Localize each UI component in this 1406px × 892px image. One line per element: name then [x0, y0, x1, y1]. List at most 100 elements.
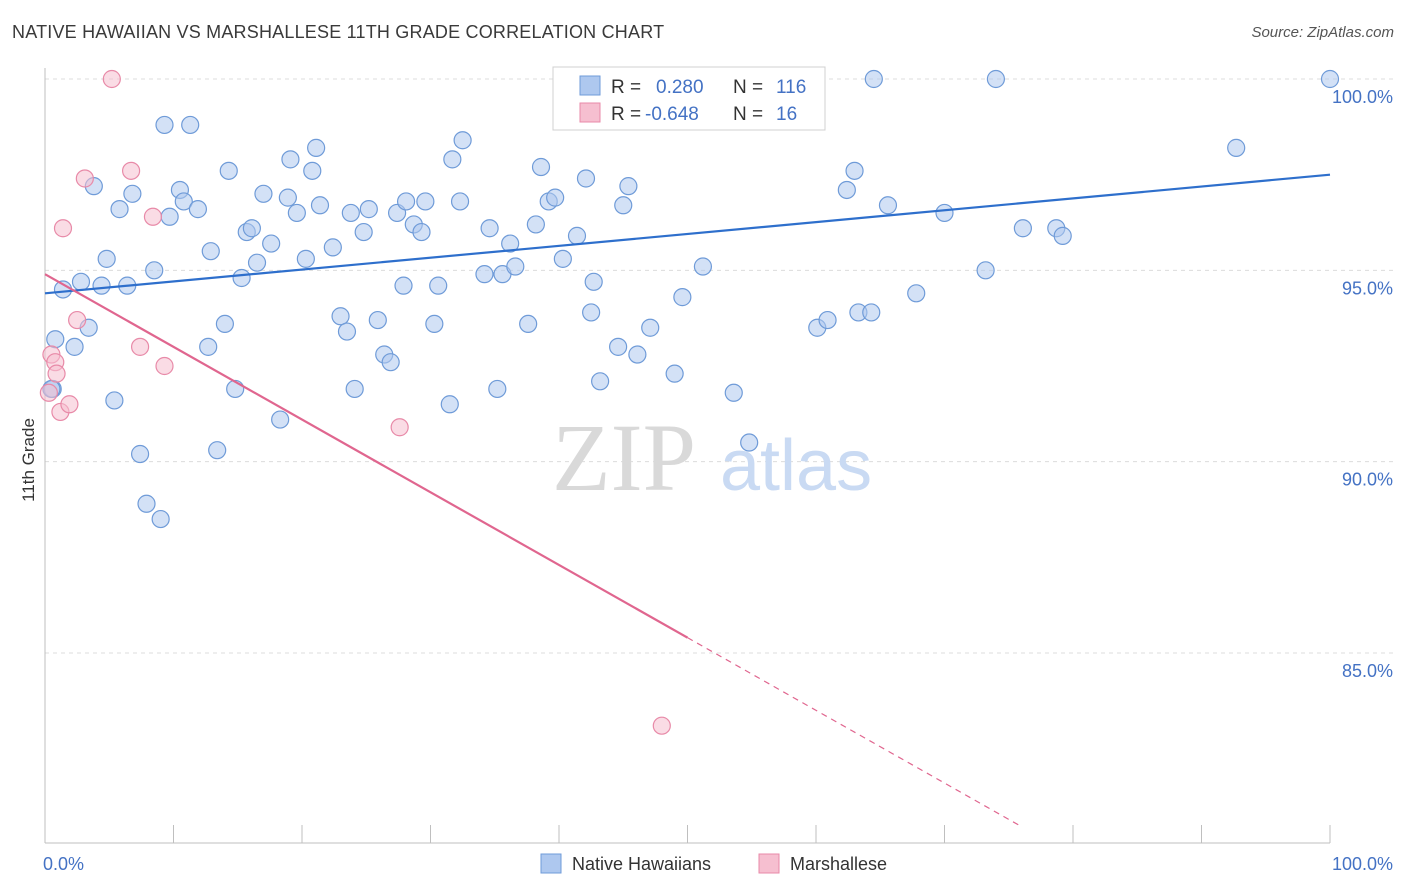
native-hawaiian-point-102	[1013, 219, 1032, 238]
native-hawaiian-point-38	[287, 203, 306, 223]
native-hawaiian-point-106	[1320, 69, 1340, 89]
native-hawaiian-point-81	[591, 372, 610, 391]
stats-legend-swatch-blue	[579, 75, 601, 96]
marshallese-point-15	[652, 716, 671, 735]
native-hawaiian-point-21	[181, 115, 200, 135]
native-hawaiian-point-64	[453, 131, 472, 150]
native-hawaiian-point-91	[740, 433, 759, 452]
native-hawaiian-point-25	[208, 441, 227, 460]
native-hawaiian-point-82	[609, 337, 628, 356]
stats-legend-r-label-blue: R =	[611, 77, 641, 98]
native-hawaiian-point-18	[160, 207, 179, 226]
y-tick-label-0: 85.0%	[1342, 661, 1393, 681]
marshallese-point-14	[390, 418, 409, 437]
marshallese-point-7	[68, 310, 87, 330]
native-hawaiian-point-9	[105, 391, 124, 410]
native-hawaiian-point-54	[394, 276, 413, 295]
stats-legend-n-label-pink: N =	[733, 104, 763, 125]
bottom-legend-swatch-blue	[540, 853, 562, 874]
native-hawaiian-point-99	[907, 284, 926, 303]
native-hawaiian-point-39	[296, 249, 315, 268]
native-hawaiian-point-97	[862, 303, 881, 322]
marshallese-point-8	[75, 169, 94, 188]
native-hawaiian-point-14	[137, 494, 156, 513]
native-hawaiian-point-22	[188, 200, 208, 219]
x-tick-label-1: 100.0%	[1332, 854, 1393, 874]
native-hawaiian-point-71	[519, 314, 538, 334]
marshallese-point-10	[121, 161, 141, 180]
native-hawaiian-point-29	[232, 268, 251, 288]
y-tick-label-3: 100.0%	[1332, 87, 1393, 107]
native-hawaiian-point-15	[145, 261, 164, 280]
native-hawaiian-point-33	[254, 184, 273, 203]
stats-legend-r-label-pink: R =	[611, 104, 641, 125]
y-tick-label-2: 95.0%	[1342, 278, 1393, 298]
y-tick-label-1: 90.0%	[1342, 470, 1393, 490]
marshallese-point-12	[143, 207, 163, 226]
bottom-legend-label-pink: Marshallese	[790, 854, 887, 874]
native-hawaiian-point-46	[341, 203, 360, 223]
watermark-zip: ZIP	[552, 404, 696, 511]
native-hawaiian-point-67	[488, 379, 507, 399]
native-hawaiian-point-107	[864, 69, 883, 89]
native-hawaiian-point-16	[151, 509, 170, 529]
native-hawaiian-point-66	[480, 219, 499, 238]
native-hawaiian-point-27	[219, 161, 238, 180]
native-hawaiian-point-37	[281, 150, 300, 169]
native-hawaiian-point-36	[278, 188, 297, 207]
native-hawaiian-point-101	[976, 261, 995, 280]
marshallese-point-5	[53, 219, 73, 238]
native-hawaiian-point-78	[576, 169, 596, 188]
native-hawaiian-point-61	[440, 395, 459, 414]
native-hawaiian-point-41	[307, 138, 326, 157]
native-hawaiian-point-48	[354, 222, 373, 242]
native-hawaiian-point-24	[201, 242, 220, 261]
native-hawaiian-point-72	[526, 215, 545, 234]
axes	[44, 68, 1331, 844]
native-hawaiian-point-44	[331, 307, 350, 326]
native-hawaiian-point-20	[174, 192, 193, 211]
marshallese-point-0	[39, 383, 58, 402]
native-hawaiian-point-55	[396, 192, 416, 211]
native-hawaiian-point-63	[450, 192, 470, 211]
native-hawaiian-trend-line	[44, 173, 1331, 295]
stats-legend-n-value-pink: 16	[776, 104, 797, 125]
native-hawaiian-point-1	[46, 330, 65, 349]
native-hawaiian-point-52	[381, 353, 400, 372]
native-hawaiian-point-83	[614, 196, 633, 215]
native-hawaiian-point-23	[199, 337, 218, 356]
native-hawaiian-point-31	[242, 219, 261, 238]
marshallese-trend-line-extension	[687, 637, 1020, 826]
watermark: ZIP atlas	[552, 404, 872, 511]
native-hawaiian-point-42	[310, 196, 330, 215]
native-hawaiian-point-3	[65, 337, 84, 356]
native-hawaiian-point-34	[262, 234, 281, 253]
y-axis-title: 11th Grade	[19, 418, 38, 502]
stats-legend-r-value-pink: -0.648	[645, 104, 699, 125]
native-hawaiian-point-88	[673, 288, 692, 307]
native-hawaiian-point-10	[110, 200, 129, 219]
marshallese-point-13	[155, 356, 174, 376]
bottom-legend-swatch-pink	[758, 853, 780, 874]
native-hawaiian-point-47	[345, 379, 364, 399]
native-hawaiian-point-35	[271, 410, 290, 429]
native-hawaiian-point-4	[71, 272, 91, 291]
native-hawaiian-point-62	[443, 150, 462, 169]
source-label: Source: ZipAtlas.com	[1251, 24, 1394, 41]
bottom-legend-label-blue: Native Hawaiians	[572, 854, 711, 874]
native-hawaiian-point-12	[123, 184, 142, 203]
native-hawaiian-point-90	[724, 383, 743, 402]
native-hawaiian-point-8	[97, 249, 116, 268]
native-hawaiian-point-75	[546, 188, 565, 207]
native-hawaiian-point-85	[628, 345, 647, 364]
stats-legend-r-value-blue: 0.280	[656, 77, 704, 98]
native-hawaiian-point-108	[986, 69, 1006, 89]
native-hawaiian-point-95	[845, 161, 864, 180]
native-hawaiian-point-105	[1227, 138, 1246, 157]
stats-legend-n-label-blue: N =	[733, 77, 763, 98]
marshallese-trend-line	[44, 273, 689, 639]
native-hawaiian-point-49	[359, 200, 378, 219]
native-hawaiian-point-93	[818, 310, 837, 330]
native-hawaiian-point-84	[619, 177, 638, 196]
